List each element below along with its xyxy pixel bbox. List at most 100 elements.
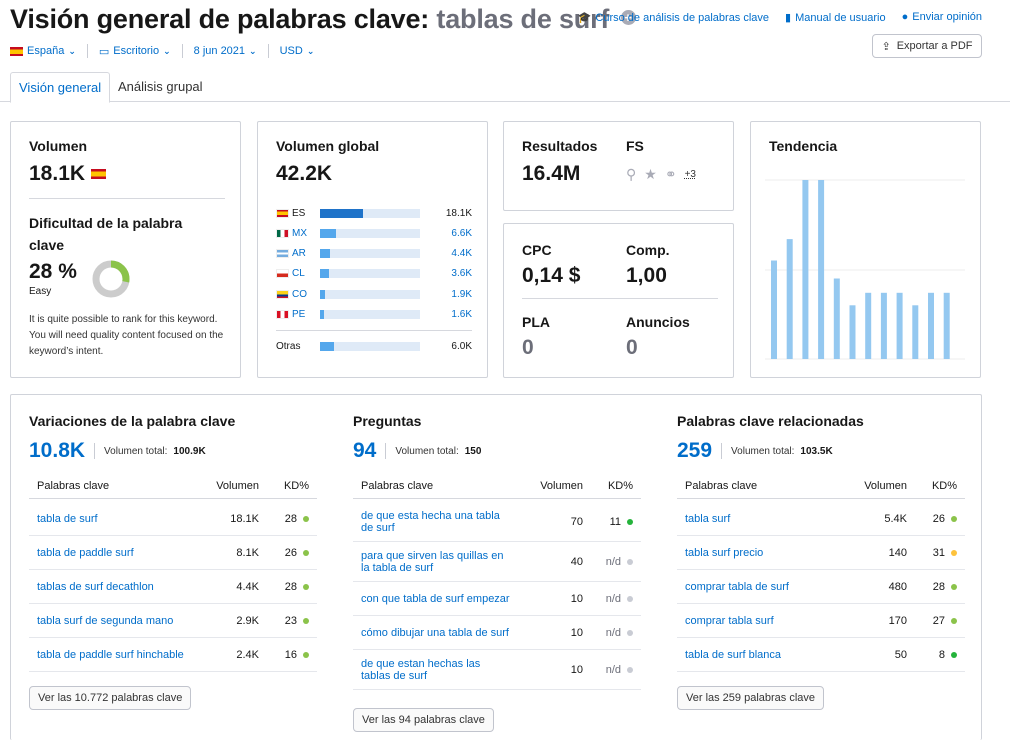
fs-label: FS xyxy=(626,138,644,154)
kd-dot xyxy=(951,617,957,624)
desktop-icon: ▭ xyxy=(98,45,110,58)
trend-bar[interactable] xyxy=(849,305,856,359)
country-row[interactable]: PE 1.6K xyxy=(276,308,472,322)
chevron-down-icon: ⌄ xyxy=(163,45,171,56)
comp-label: Comp. xyxy=(626,242,670,258)
trend-bar[interactable] xyxy=(928,292,934,359)
trend-chart xyxy=(765,179,965,360)
table-row: cómo dibujar una tabla de surf 10 n/d xyxy=(353,616,641,650)
country-row[interactable]: CL 3.6K xyxy=(276,267,472,281)
trend-bar[interactable] xyxy=(771,260,777,360)
keyword-link[interactable]: comprar tabla surf xyxy=(685,614,774,627)
export-pdf-button[interactable]: ⇪ Exportar a PDF xyxy=(872,34,982,58)
global-volume-card: Volumen global 42.2K Otras 6.0K ES 18.1K M… xyxy=(257,121,488,378)
star-icon[interactable]: ★ xyxy=(644,166,657,182)
serp-card: Resultados 16.4M FS ⚲ ★ ⚭ +3 xyxy=(503,121,734,211)
keyword-link[interactable]: tablas de surf decathlon xyxy=(37,580,154,593)
chevron-down-icon: ⌄ xyxy=(306,45,315,56)
link-icon[interactable]: ⚭ xyxy=(664,166,677,182)
table-header: Palabras clave Volumen KD% xyxy=(29,473,317,499)
table-header: Palabras clave Volumen KD% xyxy=(353,473,641,499)
keyword-link[interactable]: tabla de surf blanca xyxy=(685,648,782,661)
kd-dot xyxy=(951,651,957,658)
trend-label: Tendencia xyxy=(769,138,838,154)
difficulty-donut xyxy=(92,260,130,298)
add-icon[interactable]: + xyxy=(620,10,636,26)
trend-bar[interactable] xyxy=(865,292,872,359)
table-header: Palabras clave Volumen KD% xyxy=(677,473,965,499)
header-links: 🎓 Curso de análisis de palabras clave ▮ Ma… xyxy=(578,11,982,24)
date-dropdown[interactable]: 8 jun 2021 ⌄ xyxy=(193,45,257,57)
flag-icon xyxy=(276,289,289,299)
difficulty-label: Dificultad de la palabra clave xyxy=(29,215,183,253)
keyword-link[interactable]: de que estan hechas las tablas de surf xyxy=(361,657,481,682)
kd-dot xyxy=(303,617,309,624)
kd-dot xyxy=(303,651,309,658)
feedback-link[interactable]: ● Enviar opinión xyxy=(901,11,982,23)
country-row[interactable]: AR 4.4K xyxy=(276,247,472,261)
volume-value: 18.1K xyxy=(29,162,86,185)
trend-bar[interactable] xyxy=(818,180,825,359)
difficulty-description: It is quite possible to rank for this ke… xyxy=(29,314,224,357)
related-title: Palabras clave relacionadas xyxy=(677,413,864,429)
keyword-lists-panel: Variaciones de la palabra clave 10.8K Vo… xyxy=(10,394,982,740)
kd-dot xyxy=(627,558,633,565)
trend-bar[interactable] xyxy=(896,292,903,359)
questions-title: Preguntas xyxy=(353,413,422,429)
variations-title: Variaciones de la palabra clave xyxy=(29,413,236,429)
view-related-button[interactable]: Ver las 259 palabras clave xyxy=(677,686,825,710)
manual-link[interactable]: ▮ Manual de usuario xyxy=(785,12,886,24)
country-row: ES 18.1K xyxy=(276,206,472,220)
keyword-link[interactable]: tabla de paddle surf hinchable xyxy=(37,648,184,661)
speech-bubble-icon: ● xyxy=(901,11,909,23)
trend-bar[interactable] xyxy=(943,292,950,359)
keyword-link[interactable]: con que tabla de surf empezar xyxy=(361,592,510,605)
questions-count[interactable]: 94 xyxy=(353,439,377,462)
keyword-link[interactable]: para que sirven las quillas en la tabla … xyxy=(361,549,504,574)
location-pin-icon[interactable]: ⚲ xyxy=(626,166,637,182)
fs-more[interactable]: +3 xyxy=(684,169,696,180)
kd-dot xyxy=(303,583,309,590)
table-row: con que tabla de surf empezar 10 n/d xyxy=(353,582,641,616)
table-row: tabla de paddle surf hinchable 2.4K 16 xyxy=(29,638,317,672)
country-row[interactable]: MX 6.6K xyxy=(276,226,472,240)
keyword-link[interactable]: tabla surf xyxy=(685,512,731,525)
trend-bar[interactable] xyxy=(880,292,887,359)
keyword-link[interactable]: comprar tabla de surf xyxy=(685,580,789,593)
keyword-link[interactable]: cómo dibujar una tabla de surf xyxy=(361,626,509,639)
results-label: Resultados xyxy=(522,138,598,154)
trend-bar[interactable] xyxy=(912,305,919,359)
kd-dot xyxy=(627,629,633,636)
trend-bar[interactable] xyxy=(786,239,793,359)
flag-icon xyxy=(276,249,289,259)
cpc-value: 0,14 $ xyxy=(522,264,581,287)
country-bar xyxy=(320,310,420,319)
title-keyword: tablas de surf xyxy=(436,4,610,34)
view-questions-button[interactable]: Ver las 94 palabras clave xyxy=(353,708,494,732)
keyword-link[interactable]: tabla de paddle surf xyxy=(37,546,134,559)
country-bar xyxy=(320,249,420,259)
keyword-link[interactable]: de que esta hecha una tabla de surf xyxy=(361,509,500,534)
country-dropdown[interactable]: España ⌄ xyxy=(10,45,76,57)
course-link[interactable]: 🎓 Curso de análisis de palabras clave xyxy=(577,12,770,24)
keyword-link[interactable]: tabla de surf xyxy=(37,512,98,525)
view-variations-button[interactable]: Ver las 10.772 palabras clave xyxy=(29,686,192,710)
currency-dropdown[interactable]: USD ⌄ xyxy=(279,45,315,57)
keyword-link[interactable]: tabla surf precio xyxy=(685,546,764,559)
volume-card: Volumen 18.1K Dificultad de la palabra c… xyxy=(10,121,241,378)
tab-bar: Visión general Análisis grupal xyxy=(0,72,1010,103)
keyword-link[interactable]: tabla surf de segunda mano xyxy=(37,614,174,627)
related-count[interactable]: 259 xyxy=(677,439,713,462)
export-icon: ⇪ xyxy=(881,40,891,53)
table-row: para que sirven las quillas en la tabla … xyxy=(353,542,641,582)
kd-dot xyxy=(627,518,633,525)
tab-overview[interactable]: Visión general xyxy=(10,72,111,103)
device-dropdown[interactable]: ▭ Escritorio ⌄ xyxy=(98,45,171,58)
book-icon: ▮ xyxy=(785,12,792,24)
trend-bar[interactable] xyxy=(833,278,840,360)
country-row[interactable]: CO 1.9K xyxy=(276,287,472,301)
variations-count[interactable]: 10.8K xyxy=(29,439,86,462)
table-row: tabla de surf 18.1K 28 xyxy=(29,502,317,536)
trend-bar[interactable] xyxy=(802,180,809,359)
tab-group-analysis[interactable]: Análisis grupal xyxy=(118,79,203,94)
